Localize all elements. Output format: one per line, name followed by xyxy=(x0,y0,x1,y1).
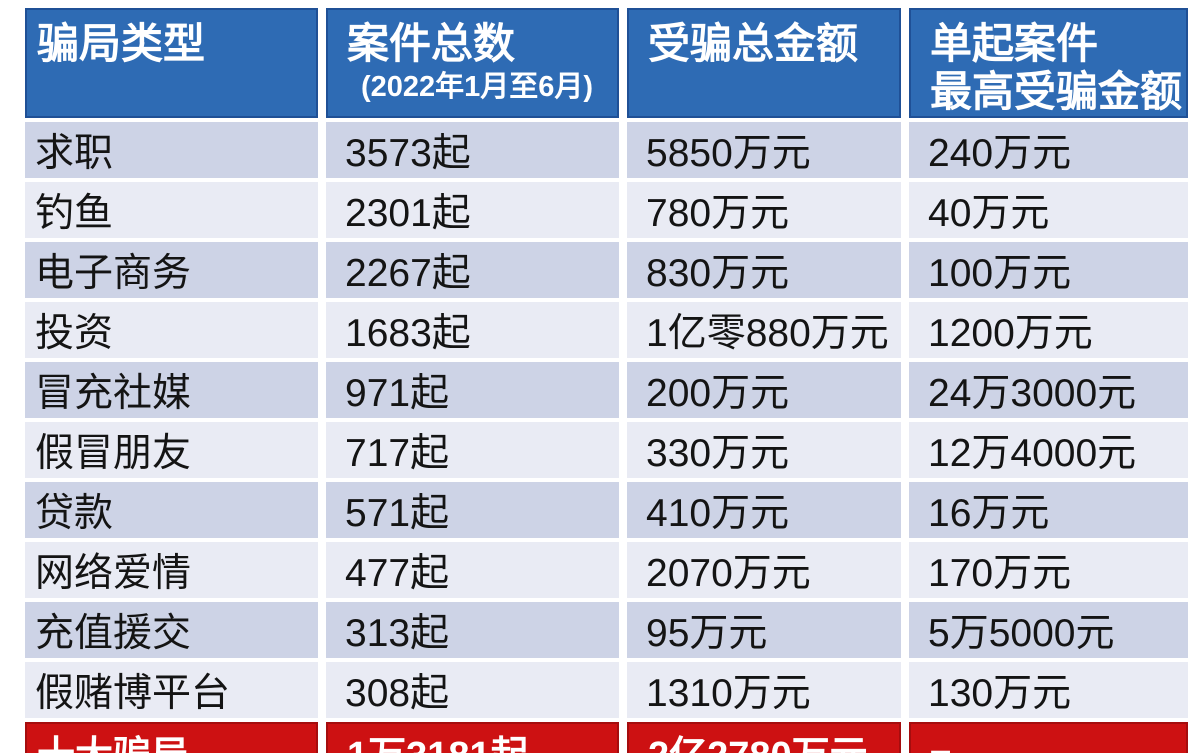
cell-total-cases: 717起 xyxy=(326,422,619,478)
cell-max-amount: 5万5000元 xyxy=(909,602,1189,658)
cell-max-amount: 170万元 xyxy=(909,542,1189,598)
header-max-single-amount: 单起案件 最高受骗金额 xyxy=(909,8,1189,118)
cell-total-amount: 1310万元 xyxy=(627,662,901,718)
cell-scam-type: 网络爱情 xyxy=(25,542,318,598)
table-row: 冒充社媒 971起 200万元 24万3000元 xyxy=(25,362,1189,418)
total-amount: 2亿2780万元 xyxy=(627,722,901,753)
cell-scam-type: 假冒朋友 xyxy=(25,422,318,478)
cell-scam-type: 钓鱼 xyxy=(25,182,318,238)
cell-max-amount: 40万元 xyxy=(909,182,1189,238)
header-total-cases: 案件总数 (2022年1月至6月) xyxy=(326,8,619,118)
cell-total-cases: 313起 xyxy=(326,602,619,658)
cell-total-cases: 1683起 xyxy=(326,302,619,358)
cell-total-amount: 830万元 xyxy=(627,242,901,298)
cell-total-amount: 95万元 xyxy=(627,602,901,658)
header-max-single-amount-line2: 最高受骗金额 xyxy=(930,68,1183,115)
cell-total-cases: 2301起 xyxy=(326,182,619,238)
total-cases: 1万3181起 xyxy=(326,722,619,753)
cell-scam-type: 投资 xyxy=(25,302,318,358)
cell-total-cases: 971起 xyxy=(326,362,619,418)
total-max-amount: – xyxy=(909,722,1189,753)
cell-max-amount: 1200万元 xyxy=(909,302,1189,358)
table-row: 网络爱情 477起 2070万元 170万元 xyxy=(25,542,1189,598)
header-date-range: (2022年1月至6月) xyxy=(361,71,594,103)
table-row: 电子商务 2267起 830万元 100万元 xyxy=(25,242,1189,298)
table-row: 钓鱼 2301起 780万元 40万元 xyxy=(25,182,1189,238)
table-row: 假赌博平台 308起 1310万元 130万元 xyxy=(25,662,1189,718)
table-row: 求职 3573起 5850万元 240万元 xyxy=(25,122,1189,178)
cell-max-amount: 130万元 xyxy=(909,662,1189,718)
cell-total-amount: 5850万元 xyxy=(627,122,901,178)
scam-statistics-table: 骗局类型 案件总数 (2022年1月至6月) 受骗总金额 单起案件 最高受骗金额… xyxy=(17,4,1196,753)
cell-total-amount: 410万元 xyxy=(627,482,901,538)
table-row: 投资 1683起 1亿零880万元 1200万元 xyxy=(25,302,1189,358)
cell-total-amount: 780万元 xyxy=(627,182,901,238)
cell-total-cases: 477起 xyxy=(326,542,619,598)
table-row: 贷款 571起 410万元 16万元 xyxy=(25,482,1189,538)
header-row: 骗局类型 案件总数 (2022年1月至6月) 受骗总金额 单起案件 最高受骗金额 xyxy=(25,8,1189,118)
cell-max-amount: 12万4000元 xyxy=(909,422,1189,478)
table-row: 假冒朋友 717起 330万元 12万4000元 xyxy=(25,422,1189,478)
cell-scam-type: 求职 xyxy=(25,122,318,178)
cell-total-amount: 200万元 xyxy=(627,362,901,418)
total-row: 十大骗局 1万3181起 2亿2780万元 – xyxy=(25,722,1189,753)
header-total-amount-label: 受骗总金额 xyxy=(648,20,859,67)
header-scam-type: 骗局类型 xyxy=(25,8,318,118)
table-row: 充值援交 313起 95万元 5万5000元 xyxy=(25,602,1189,658)
cell-scam-type: 假赌博平台 xyxy=(25,662,318,718)
header-scam-type-label: 骗局类型 xyxy=(37,20,206,67)
cell-total-cases: 2267起 xyxy=(326,242,619,298)
cell-scam-type: 贷款 xyxy=(25,482,318,538)
cell-scam-type: 电子商务 xyxy=(25,242,318,298)
cell-total-amount: 330万元 xyxy=(627,422,901,478)
cell-max-amount: 24万3000元 xyxy=(909,362,1189,418)
header-max-single-amount-line1: 单起案件 xyxy=(930,20,1099,67)
cell-max-amount: 100万元 xyxy=(909,242,1189,298)
cell-total-cases: 3573起 xyxy=(326,122,619,178)
header-total-amount: 受骗总金额 xyxy=(627,8,901,118)
cell-max-amount: 16万元 xyxy=(909,482,1189,538)
cell-total-amount: 2070万元 xyxy=(627,542,901,598)
cell-total-cases: 571起 xyxy=(326,482,619,538)
cell-scam-type: 充值援交 xyxy=(25,602,318,658)
cell-total-amount: 1亿零880万元 xyxy=(627,302,901,358)
total-label: 十大骗局 xyxy=(25,722,318,753)
cell-scam-type: 冒充社媒 xyxy=(25,362,318,418)
cell-total-cases: 308起 xyxy=(326,662,619,718)
cell-max-amount: 240万元 xyxy=(909,122,1189,178)
header-total-cases-label: 案件总数 xyxy=(347,20,516,67)
